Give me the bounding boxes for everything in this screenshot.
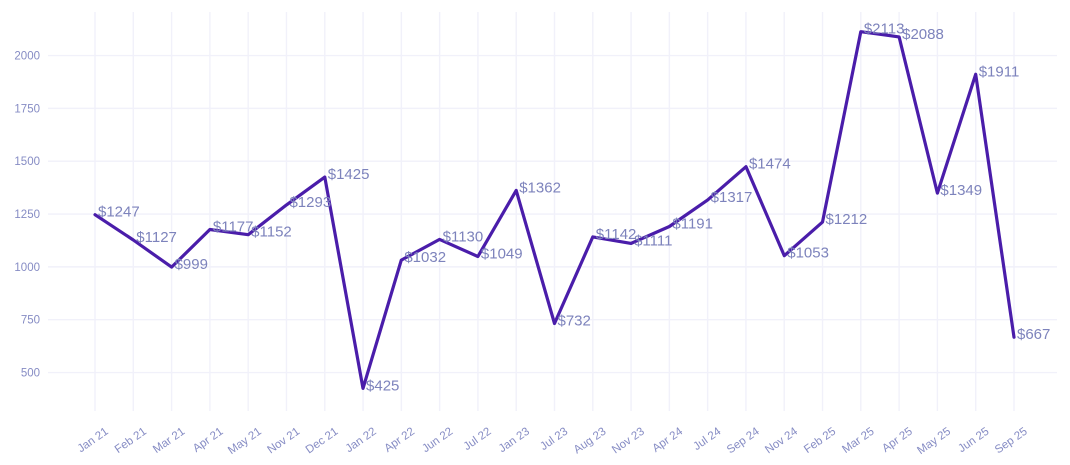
x-axis-tick-label: May 21 — [226, 426, 264, 457]
data-label: $1111 — [634, 232, 672, 249]
x-axis-tick-label: Apr 25 — [880, 426, 915, 455]
data-label: $1127 — [136, 229, 177, 246]
x-axis-tick-label: Nov 23 — [610, 426, 647, 457]
data-label: $1212 — [826, 211, 868, 228]
y-axis-tick-label: 1750 — [14, 103, 40, 115]
x-axis-tick-label: Jan 22 — [344, 426, 379, 456]
y-axis-tick-label: 750 — [21, 315, 40, 327]
data-label: $1293 — [289, 194, 331, 211]
x-axis-tick-label: Feb 21 — [113, 426, 149, 456]
x-axis-tick-label: Jun 22 — [420, 426, 455, 456]
data-label: $1053 — [787, 245, 829, 262]
data-label: $2088 — [902, 26, 944, 43]
data-label: $667 — [1017, 326, 1050, 343]
y-axis-tick-label: 1250 — [14, 209, 40, 221]
x-axis-tick-label: Mar 25 — [840, 426, 876, 456]
data-label: $732 — [558, 313, 591, 330]
data-label: $2113 — [864, 21, 905, 38]
y-axis-tick-label: 2000 — [14, 51, 40, 63]
x-axis-tick-label: Nov 24 — [763, 425, 800, 456]
data-label: $1911 — [979, 63, 1020, 80]
data-label: $1317 — [711, 189, 753, 206]
x-axis-tick-label: Dec 21 — [304, 426, 341, 457]
data-label: $1349 — [940, 182, 982, 199]
x-axis-tick-label: Jun 25 — [956, 426, 991, 456]
x-axis-tick-label: Mar 21 — [151, 426, 187, 456]
data-label: $1142 — [596, 226, 637, 243]
y-axis-tick-label: 1000 — [14, 262, 40, 274]
data-label: $1362 — [519, 179, 561, 196]
data-label: $1177 — [213, 218, 254, 235]
x-axis-tick-label: Jul 24 — [691, 425, 724, 453]
data-label: $1247 — [98, 204, 140, 221]
x-axis-tick-label: Aug 23 — [572, 426, 609, 457]
data-label: $1191 — [672, 216, 713, 233]
x-axis-tick-label: Apr 21 — [191, 426, 226, 455]
x-axis-tick-label: Nov 21 — [265, 426, 302, 457]
data-label: $999 — [175, 256, 208, 273]
x-axis-tick-label: Apr 24 — [650, 425, 685, 455]
x-axis-tick-label: Apr 22 — [382, 426, 417, 455]
data-label: $1425 — [328, 166, 370, 183]
data-label: $1049 — [481, 246, 523, 263]
x-axis-tick-label: Sep 24 — [725, 425, 762, 456]
y-axis-tick-label: 1500 — [14, 156, 40, 168]
x-axis-tick-label: Sep 25 — [993, 426, 1030, 457]
x-axis-tick-label: Jul 22 — [462, 426, 494, 453]
x-axis-tick-label: May 25 — [915, 426, 953, 457]
x-axis-tick-label: Jul 23 — [538, 426, 570, 453]
data-label: $1152 — [251, 224, 292, 241]
data-label: $1474 — [749, 156, 791, 173]
x-axis-tick-label: Jan 23 — [497, 426, 532, 456]
data-label: $425 — [366, 377, 399, 394]
series-line — [93, 30, 1016, 390]
y-axis-tick-label: 500 — [21, 368, 40, 380]
data-label: $1130 — [443, 228, 484, 245]
x-axis-tick-label: Jan 21 — [76, 426, 111, 456]
x-axis-tick-label: Feb 25 — [802, 426, 838, 456]
data-label: $1032 — [404, 249, 446, 266]
